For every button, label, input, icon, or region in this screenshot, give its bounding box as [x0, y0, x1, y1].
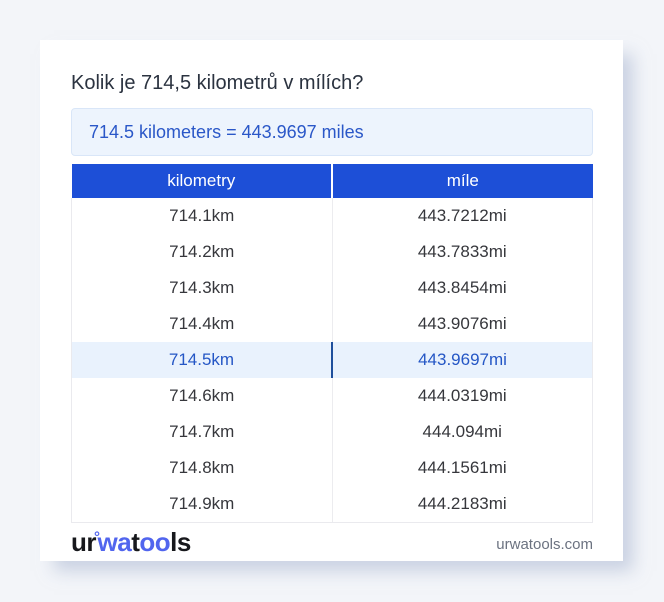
mi-cell: 444.1561mi	[332, 450, 593, 486]
mi-cell: 443.7212mi	[332, 198, 593, 234]
mi-cell: 443.9076mi	[332, 306, 593, 342]
header-row: kilometry míle	[71, 164, 593, 198]
table-row: 714.6km 444.0319mi	[71, 378, 593, 414]
table-row: 714.2km 443.7833mi	[71, 234, 593, 270]
km-cell: 714.7km	[71, 414, 333, 450]
mi-cell: 443.7833mi	[332, 234, 593, 270]
table-row: 714.9km 444.2183mi	[71, 486, 593, 523]
converter-card: Kolik je 714,5 kilometrů v mílích? 714.5…	[40, 40, 623, 561]
logo[interactable]: ur°watools	[71, 527, 191, 562]
footer: ur°watools urwatools.com	[71, 527, 593, 562]
page-title: Kolik je 714,5 kilometrů v mílích?	[71, 72, 364, 94]
table-body: 714.1km 443.7212mi 714.2km 443.7833mi 71…	[71, 198, 593, 523]
km-cell: 714.2km	[71, 234, 333, 270]
km-cell: 714.8km	[71, 450, 333, 486]
logo-text-ur: ur	[71, 527, 97, 557]
km-cell: 714.4km	[71, 306, 333, 342]
table-row: 714.3km 443.8454mi	[71, 270, 593, 306]
logo-goggles-oo: oo	[139, 527, 171, 557]
conversion-result-text: 714.5 kilometers = 443.9697 miles	[89, 121, 364, 142]
logo-text-ls: ls	[170, 527, 191, 557]
mi-cell: 443.8454mi	[332, 270, 593, 306]
table-row: 714.7km 444.094mi	[71, 414, 593, 450]
mi-cell: 444.094mi	[332, 414, 593, 450]
mi-cell: 444.0319mi	[332, 378, 593, 414]
logo-text-t: t	[131, 527, 140, 557]
degree-ring-icon: °	[94, 529, 100, 546]
km-cell: 714.3km	[71, 270, 333, 306]
km-cell: 714.6km	[71, 378, 333, 414]
conversion-table: kilometry míle 714.1km 443.7212mi 714.2k…	[71, 164, 593, 523]
km-cell: 714.5km	[71, 342, 333, 378]
table-header: kilometry míle	[71, 164, 593, 198]
mi-cell: 443.9697mi	[332, 342, 593, 378]
column-header-kilometry: kilometry	[71, 164, 333, 198]
km-cell: 714.1km	[71, 198, 333, 234]
column-header-mile: míle	[332, 164, 593, 198]
logo-text-wa: wa	[97, 527, 132, 557]
mi-cell: 444.2183mi	[332, 486, 593, 523]
table-row: 714.1km 443.7212mi	[71, 198, 593, 234]
table-row: 714.5km 443.9697mi	[71, 342, 593, 378]
table-row: 714.8km 444.1561mi	[71, 450, 593, 486]
km-cell: 714.9km	[71, 486, 333, 523]
table-row: 714.4km 443.9076mi	[71, 306, 593, 342]
site-domain: urwatools.com	[496, 536, 593, 553]
conversion-result-box: 714.5 kilometers = 443.9697 miles	[71, 108, 593, 156]
